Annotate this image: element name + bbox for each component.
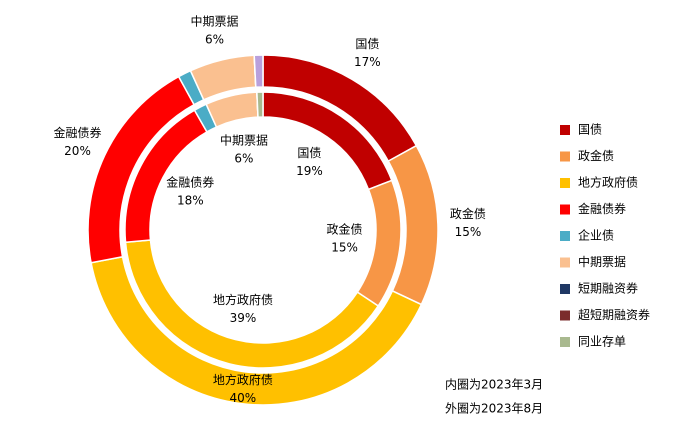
legend-swatch	[560, 310, 570, 321]
slice	[253, 54, 264, 88]
legend-swatch	[560, 257, 570, 268]
legend-swatch	[560, 337, 570, 347]
slice-category-label: 中期票据	[191, 13, 239, 28]
legend-swatch	[560, 231, 570, 241]
annotation: 外圈为2023年8月	[445, 402, 543, 416]
slice-category-label: 中期票据	[220, 133, 268, 148]
slice-category-label: 金融债券	[166, 175, 214, 190]
legend-label: 地方政府债	[578, 175, 638, 190]
slice-category-label: 地方政府债	[213, 372, 273, 387]
legend-label: 超短期融资券	[578, 307, 650, 322]
slice-value-label: 15%	[455, 225, 482, 239]
legend-label: 企业债	[578, 228, 614, 243]
slice-category-label: 政金债	[327, 221, 363, 236]
slice-value-label: 39%	[230, 311, 257, 325]
legend-label: 中期票据	[578, 254, 626, 269]
legend-label: 国债	[578, 123, 602, 137]
slice-category-label: 金融债券	[54, 125, 102, 140]
slice-value-label: 18%	[177, 194, 204, 208]
slice-value-label: 40%	[229, 391, 256, 405]
slice-category-label: 国债	[355, 37, 379, 51]
slice-category-label: 国债	[297, 146, 321, 160]
slice	[205, 91, 259, 129]
legend-swatch	[560, 284, 570, 294]
slice-value-label: 6%	[234, 152, 253, 166]
slice-value-label: 17%	[354, 55, 381, 69]
slice-category-label: 地方政府债	[213, 292, 273, 307]
legend-swatch	[560, 204, 570, 215]
legend-swatch	[560, 151, 570, 162]
legend-swatch	[560, 125, 570, 135]
slice-value-label: 6%	[205, 32, 224, 46]
legend-label: 金融债券	[578, 201, 626, 216]
slice	[256, 91, 264, 118]
slice-value-label: 15%	[331, 240, 358, 254]
legend-label: 短期融资券	[578, 281, 638, 296]
slice-category-label: 政金债	[450, 206, 486, 221]
slice-value-label: 20%	[64, 144, 91, 158]
legend-label: 政金债	[578, 148, 614, 163]
annotation: 内圈为2023年3月	[445, 378, 543, 392]
legend-swatch	[560, 178, 570, 188]
legend-label: 同业存单	[578, 335, 626, 349]
slice-value-label: 19%	[296, 164, 323, 178]
